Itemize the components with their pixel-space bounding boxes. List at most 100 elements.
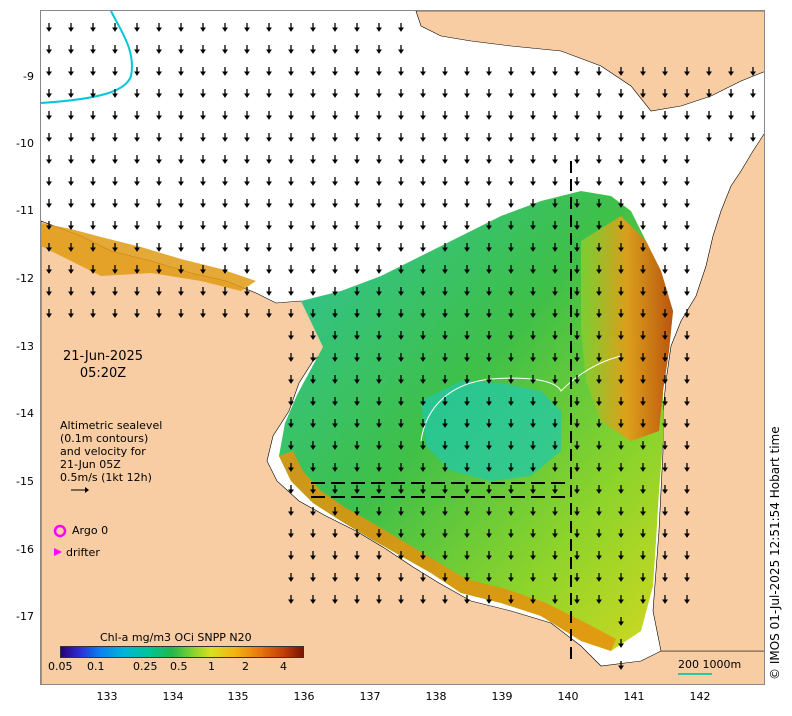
velocity-arrowhead [486,115,492,120]
velocity-arrowhead [266,49,272,54]
velocity-arrowhead [618,665,624,670]
velocity-arrowhead [574,203,580,208]
velocity-arrowhead [112,269,118,274]
velocity-arrowhead [112,203,118,208]
velocity-arrowhead [266,71,272,76]
velocity-arrowhead [618,577,624,582]
velocity-arrowhead [222,137,228,142]
velocity-arrowhead [222,225,228,230]
velocity-arrowhead [244,225,250,230]
velocity-arrowhead [90,291,96,296]
latitude-label: -10 [16,137,34,150]
velocity-arrowhead [266,203,272,208]
velocity-arrowhead [354,533,360,538]
velocity-arrowhead [464,335,470,340]
velocity-arrowhead [420,445,426,450]
velocity-arrowhead [376,423,382,428]
velocity-arrowhead [640,159,646,164]
map-frame[interactable] [40,10,765,685]
velocity-arrowhead [332,49,338,54]
velocity-arrowhead [398,335,404,340]
velocity-arrowhead [376,379,382,384]
velocity-arrowhead [530,269,536,274]
velocity-arrowhead [508,467,514,472]
velocity-arrowhead [310,489,316,494]
latitude-label: -12 [16,272,34,285]
velocity-arrowhead [156,93,162,98]
longitude-label: 136 [293,690,315,703]
velocity-arrowhead [398,247,404,252]
velocity-arrowhead [552,247,558,252]
velocity-arrowhead [398,225,404,230]
velocity-arrowhead [508,533,514,538]
velocity-arrowhead [486,599,492,604]
velocity-arrowhead [662,269,668,274]
velocity-arrowhead [574,379,580,384]
velocity-arrowhead [200,27,206,32]
velocity-arrowhead [530,511,536,516]
velocity-arrowhead [640,269,646,274]
velocity-arrowhead [310,93,316,98]
velocity-arrowhead [662,423,668,428]
velocity-arrowhead [288,137,294,142]
velocity-arrowhead [156,49,162,54]
velocity-arrowhead [596,423,602,428]
velocity-arrowhead [332,291,338,296]
velocity-arrowhead [662,291,668,296]
velocity-arrowhead [420,577,426,582]
velocity-arrowhead [200,291,206,296]
velocity-arrowhead [200,137,206,142]
velocity-arrowhead [398,599,404,604]
velocity-arrowhead [266,269,272,274]
velocity-arrowhead [332,577,338,582]
velocity-arrowhead [376,335,382,340]
velocity-arrowhead [398,445,404,450]
velocity-arrowhead [178,93,184,98]
velocity-arrowhead [596,71,602,76]
velocity-arrowhead [486,335,492,340]
velocity-arrowhead [420,71,426,76]
velocity-arrowhead [332,423,338,428]
velocity-arrowhead [662,401,668,406]
velocity-arrowhead [662,247,668,252]
velocity-arrowhead [354,27,360,32]
velocity-arrowhead [596,291,602,296]
velocity-arrowhead [662,445,668,450]
velocity-arrowhead [354,423,360,428]
velocity-arrowhead [376,445,382,450]
velocity-arrowhead [574,247,580,252]
velocity-arrowhead [310,511,316,516]
velocity-arrowhead [574,555,580,560]
velocity-arrowhead [398,489,404,494]
velocity-arrowhead [552,533,558,538]
velocity-arrowhead [442,423,448,428]
velocity-arrowhead [618,313,624,318]
velocity-arrowhead [266,181,272,186]
velocity-arrowhead [574,291,580,296]
velocity-arrowhead [376,181,382,186]
velocity-arrowhead [354,599,360,604]
velocity-arrowhead [310,599,316,604]
velocity-arrowhead [398,71,404,76]
velocity-arrowhead [552,291,558,296]
velocity-arrowhead [178,115,184,120]
velocity-arrowhead [376,49,382,54]
velocity-arrowhead [618,269,624,274]
velocity-arrowhead [156,313,162,318]
velocity-arrowhead [376,93,382,98]
velocity-arrowhead [266,93,272,98]
velocity-arrowhead [662,599,668,604]
velocity-arrowhead [574,335,580,340]
velocity-arrowhead [420,555,426,560]
velocity-arrowhead [596,467,602,472]
velocity-arrowhead [244,27,250,32]
velocity-arrowhead [244,49,250,54]
velocity-arrowhead [640,225,646,230]
velocity-arrowhead [684,203,690,208]
velocity-arrowhead [662,181,668,186]
sealevel-contour [420,355,622,442]
velocity-arrowhead [640,291,646,296]
velocity-arrowhead [376,357,382,362]
velocity-arrowhead [288,27,294,32]
velocity-arrowhead [530,291,536,296]
